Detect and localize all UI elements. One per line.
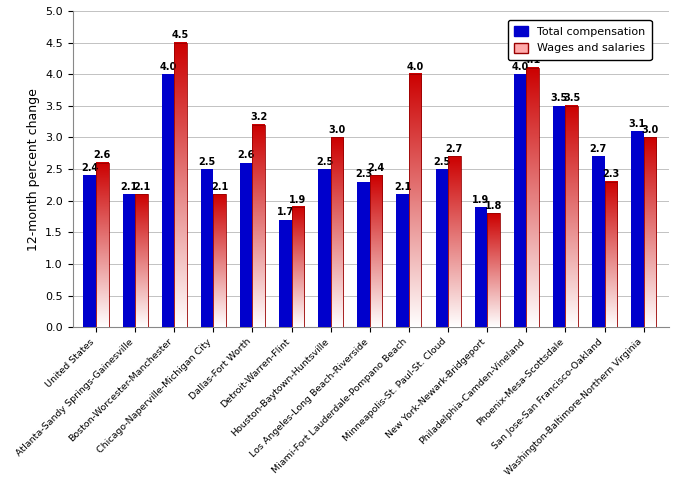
Bar (96, 163, 109, 327)
Text: 2.1: 2.1 (132, 182, 150, 192)
Text: 3.0: 3.0 (329, 125, 345, 135)
Bar (240, 163, 252, 327)
Text: 4.0: 4.0 (406, 61, 424, 72)
Text: 2.7: 2.7 (445, 144, 463, 154)
Text: 1.9: 1.9 (473, 195, 489, 205)
Bar (370, 175, 383, 327)
Bar (631, 131, 644, 327)
Bar (201, 169, 214, 327)
Text: 4.0: 4.0 (160, 61, 176, 72)
Text: 2.7: 2.7 (589, 144, 607, 154)
Text: 2.3: 2.3 (602, 169, 619, 179)
Bar (84, 175, 96, 327)
Text: 3.0: 3.0 (642, 125, 658, 135)
Bar (252, 125, 265, 327)
Bar (448, 156, 460, 327)
Bar (475, 207, 487, 327)
Bar (435, 169, 448, 327)
Text: 2.3: 2.3 (355, 169, 372, 179)
Bar (604, 182, 617, 327)
Bar (358, 182, 370, 327)
Bar (291, 207, 304, 327)
Text: 3.5: 3.5 (550, 93, 568, 103)
Text: 2.4: 2.4 (368, 163, 385, 173)
Bar (409, 74, 421, 327)
Text: 2.1: 2.1 (120, 182, 137, 192)
Text: 2.4: 2.4 (81, 163, 99, 173)
Bar (331, 137, 343, 327)
Bar (527, 68, 539, 327)
Bar (592, 156, 604, 327)
Text: 1.9: 1.9 (289, 195, 306, 205)
Text: 1.7: 1.7 (276, 207, 294, 217)
Text: 4.0: 4.0 (512, 61, 529, 72)
Bar (122, 195, 135, 327)
Bar (174, 43, 187, 327)
Text: 3.2: 3.2 (250, 112, 267, 122)
Bar (214, 195, 226, 327)
Bar (487, 213, 500, 327)
Text: 1.8: 1.8 (485, 201, 502, 211)
Bar (279, 220, 291, 327)
Text: 3.1: 3.1 (629, 119, 646, 129)
Y-axis label: 12-month percent change: 12-month percent change (26, 88, 39, 251)
Text: 2.1: 2.1 (211, 182, 228, 192)
Legend: Total compensation, Wages and salaries: Total compensation, Wages and salaries (508, 20, 652, 60)
Text: 2.5: 2.5 (199, 156, 216, 166)
Text: 2.5: 2.5 (316, 156, 333, 166)
Bar (135, 195, 147, 327)
Bar (396, 195, 409, 327)
Text: 3.5: 3.5 (563, 93, 580, 103)
Bar (162, 74, 174, 327)
Text: 2.1: 2.1 (394, 182, 411, 192)
Text: 2.5: 2.5 (433, 156, 450, 166)
Bar (553, 106, 565, 327)
Bar (565, 106, 578, 327)
Bar (514, 74, 527, 327)
Bar (644, 137, 656, 327)
Text: 4.5: 4.5 (172, 30, 189, 40)
Text: 4.1: 4.1 (524, 55, 541, 65)
Text: 2.6: 2.6 (237, 150, 255, 160)
Bar (318, 169, 331, 327)
Text: 2.6: 2.6 (94, 150, 111, 160)
